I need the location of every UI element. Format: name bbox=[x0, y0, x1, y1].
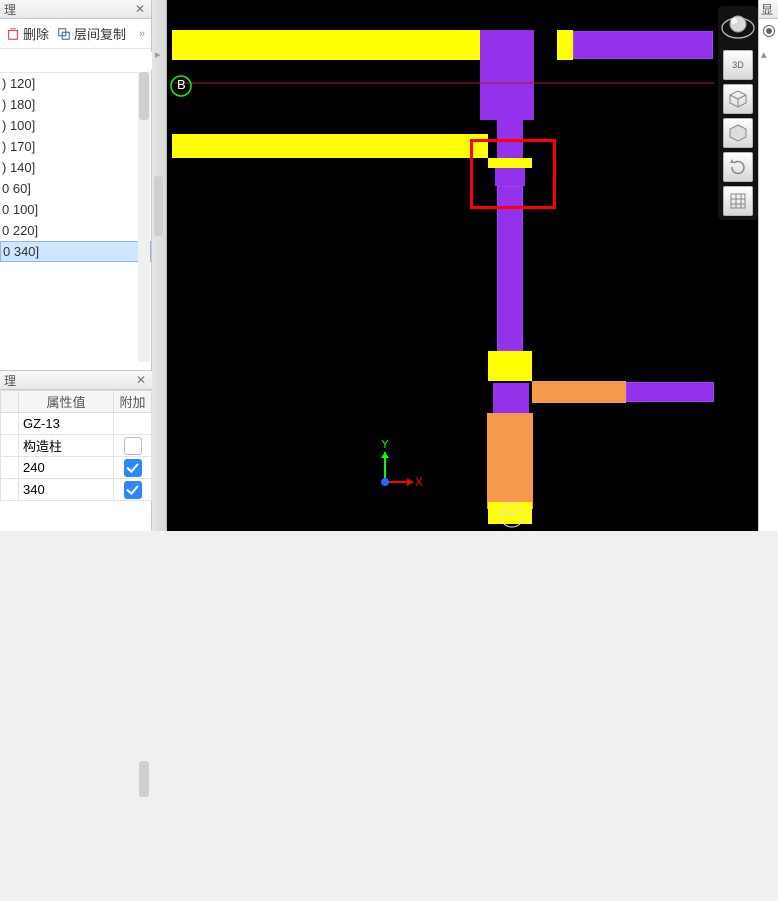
table-row[interactable]: 240 bbox=[1, 457, 152, 479]
delete-icon bbox=[6, 27, 20, 41]
table-row[interactable]: 340 bbox=[1, 479, 152, 501]
axis-y-label: Y bbox=[381, 440, 389, 451]
property-value[interactable]: GZ-13 bbox=[19, 413, 114, 435]
model-shape bbox=[488, 351, 532, 381]
property-value[interactable]: 340 bbox=[19, 479, 114, 501]
extra-checkbox[interactable] bbox=[124, 437, 142, 455]
model-shape bbox=[626, 382, 714, 402]
table-row[interactable]: 构造柱 bbox=[1, 435, 152, 457]
shapes-layer bbox=[167, 0, 758, 531]
coordinate-triad: X Y bbox=[367, 440, 427, 500]
delete-label: 删除 bbox=[23, 24, 49, 43]
copy-floors-label: 层间复制 bbox=[74, 24, 126, 43]
chevron-right-icon: ▸ bbox=[155, 48, 161, 61]
right-panel-body: ▴ bbox=[759, 19, 778, 65]
model-shape bbox=[172, 30, 488, 60]
model-shape bbox=[497, 186, 523, 351]
extra-checkbox[interactable] bbox=[124, 481, 142, 499]
close-icon[interactable]: ✕ bbox=[133, 2, 147, 16]
tree-item[interactable]: ) 170] bbox=[0, 136, 151, 157]
property-panel-header: 理 ✕ bbox=[0, 371, 152, 390]
property-panel: 理 ✕ 属性值 附加 GZ-13构造柱240340 bbox=[0, 370, 152, 501]
model-shape bbox=[493, 383, 529, 413]
tree-item[interactable]: 0 340] bbox=[0, 241, 151, 262]
model-viewport[interactable]: B 1/1 X Y 3D bbox=[167, 0, 758, 531]
table-row[interactable]: GZ-13 bbox=[1, 413, 152, 435]
col-extra: 附加 bbox=[114, 391, 152, 413]
right-panel: 显 ▴ bbox=[758, 0, 778, 531]
extra-checkbox[interactable] bbox=[124, 459, 142, 477]
search-row bbox=[0, 49, 151, 73]
panel-splitter[interactable]: ▸ bbox=[152, 0, 167, 531]
3d-view-button[interactable]: 3D bbox=[723, 50, 753, 80]
left-panel-title: 理 bbox=[4, 1, 133, 18]
tree-item[interactable]: ) 120] bbox=[0, 73, 151, 94]
axis-x-label: X bbox=[415, 475, 423, 489]
left-panel-header: 理 ✕ bbox=[0, 0, 151, 19]
property-value[interactable]: 构造柱 bbox=[19, 435, 114, 457]
tree-item[interactable]: ) 180] bbox=[0, 94, 151, 115]
grid-mark-b-label: B bbox=[177, 77, 186, 92]
close-icon[interactable]: ✕ bbox=[134, 373, 148, 387]
property-panel-title: 理 bbox=[4, 372, 134, 389]
model-shape bbox=[557, 30, 573, 60]
search-input[interactable] bbox=[4, 52, 159, 70]
tree-list: ) 120]) 180]) 100]) 170]) 140]0 60]0 100… bbox=[0, 73, 151, 262]
model-shape bbox=[532, 381, 626, 403]
delete-button[interactable]: 删除 bbox=[6, 24, 49, 43]
toolbar-more-icon[interactable]: » bbox=[139, 28, 145, 40]
copy-icon bbox=[57, 27, 71, 41]
tree-scrollbar[interactable] bbox=[138, 72, 150, 362]
viewcube-icon[interactable] bbox=[720, 10, 756, 46]
property-scrollbar[interactable] bbox=[138, 761, 150, 901]
tree-item[interactable]: 0 100] bbox=[0, 199, 151, 220]
tree-item[interactable]: ) 100] bbox=[0, 115, 151, 136]
rotate-button[interactable] bbox=[723, 152, 753, 182]
col-value: 属性值 bbox=[19, 391, 114, 413]
nav3d-toolbar: 3D bbox=[718, 6, 758, 220]
grid-button[interactable] bbox=[723, 186, 753, 216]
model-shape bbox=[480, 30, 534, 120]
front-view-button[interactable] bbox=[723, 118, 753, 148]
iso-view-button[interactable] bbox=[723, 84, 753, 114]
selection-highlight bbox=[470, 139, 556, 209]
grid-mark-b: B bbox=[169, 74, 193, 101]
model-shape bbox=[487, 413, 533, 509]
copy-floors-button[interactable]: 层间复制 bbox=[57, 24, 126, 43]
left-toolbar: 删除 层间复制 » bbox=[0, 19, 151, 49]
tree-item[interactable]: 0 220] bbox=[0, 220, 151, 241]
right-panel-title: 显 bbox=[759, 0, 778, 19]
property-table: 属性值 附加 GZ-13构造柱240340 bbox=[0, 390, 152, 501]
chevron-up-icon[interactable]: ▴ bbox=[761, 48, 776, 61]
model-shape bbox=[172, 134, 488, 158]
display-option-radio[interactable] bbox=[763, 25, 775, 37]
model-shape bbox=[573, 31, 713, 59]
property-value[interactable]: 240 bbox=[19, 457, 114, 479]
tree-item[interactable]: 0 60] bbox=[0, 178, 151, 199]
grid-mark-bottom-label: 1/1 bbox=[503, 507, 518, 519]
tree-item[interactable]: ) 140] bbox=[0, 157, 151, 178]
col-blank bbox=[1, 391, 19, 413]
grid-mark-bottom: 1/1 bbox=[497, 500, 527, 533]
